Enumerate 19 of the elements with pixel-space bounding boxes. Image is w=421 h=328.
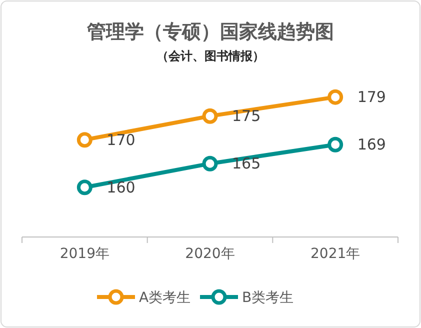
chart-subtitle: （会计、图书情报） xyxy=(156,49,264,63)
point xyxy=(76,132,92,148)
data-label: 165 xyxy=(232,154,261,173)
data-label: 170 xyxy=(106,130,136,149)
x-tick-label: 2021年 xyxy=(310,246,360,262)
data-label: 175 xyxy=(232,107,261,126)
x-tick-label: 2019年 xyxy=(60,246,110,262)
data-label: 160 xyxy=(106,178,136,196)
point xyxy=(76,180,92,196)
legend-label: B类考生 xyxy=(242,290,294,306)
data-label: 179 xyxy=(357,88,386,106)
legend-label: A类考生 xyxy=(139,290,191,306)
point xyxy=(328,136,344,152)
point xyxy=(202,156,218,172)
data-label: 169 xyxy=(357,136,386,154)
chart-title: 管理学（专硕）国家线趋势图 xyxy=(86,21,334,43)
point xyxy=(328,89,344,105)
x-tick-label: 2020年 xyxy=(185,246,235,262)
point xyxy=(202,108,218,124)
